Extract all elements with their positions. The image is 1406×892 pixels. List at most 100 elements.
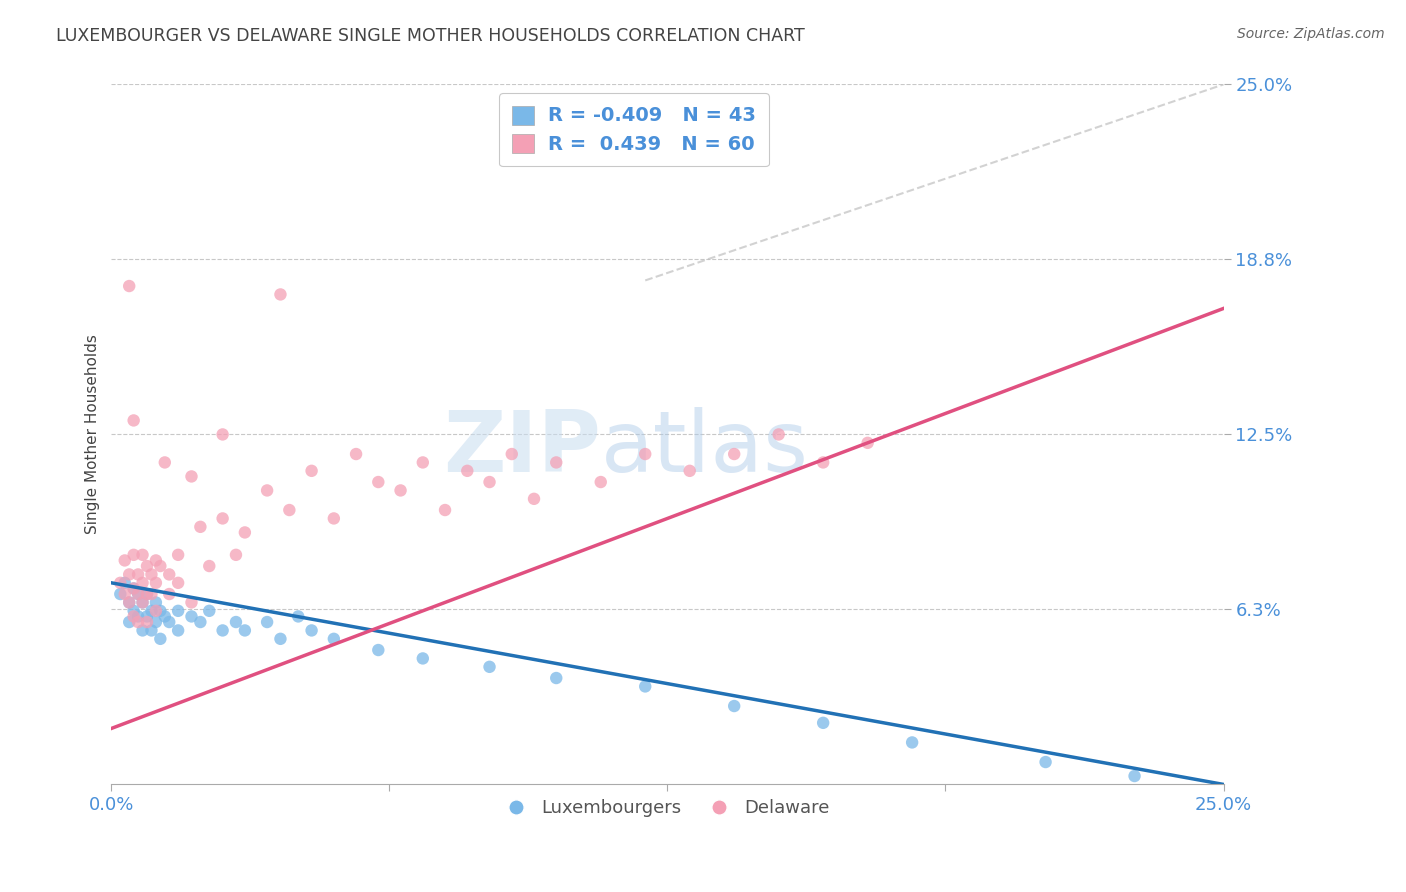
Point (434, 503, 457, 517)
Point (145, 575, 167, 590)
Point (256, 615, 278, 629)
Point (131, 548, 153, 562)
Point (145, 604, 167, 618)
Point (1035, 755, 1057, 769)
Point (301, 624, 323, 638)
Point (118, 615, 141, 629)
Point (131, 595, 153, 609)
Point (1123, 769, 1146, 783)
Legend: Luxembourgers, Delaware: Luxembourgers, Delaware (498, 792, 837, 824)
Point (322, 632, 344, 646)
Point (114, 587, 136, 601)
Point (122, 413, 145, 427)
Point (141, 567, 163, 582)
Point (180, 469, 202, 483)
Point (811, 715, 834, 730)
Point (157, 567, 180, 582)
Point (136, 587, 159, 601)
Point (456, 464, 478, 478)
Point (412, 455, 434, 469)
Point (149, 559, 172, 574)
Point (322, 511, 344, 525)
Point (141, 624, 163, 638)
Point (118, 595, 141, 609)
Text: Source: ZipAtlas.com: Source: ZipAtlas.com (1237, 27, 1385, 41)
Point (225, 548, 247, 562)
Point (145, 595, 167, 609)
Point (478, 475, 501, 489)
Point (211, 427, 233, 442)
Point (127, 587, 149, 601)
Point (256, 483, 278, 498)
Point (122, 548, 145, 562)
Point (811, 455, 834, 469)
Point (136, 615, 159, 629)
Point (589, 475, 612, 489)
Point (110, 575, 132, 590)
Y-axis label: Single Mother Households: Single Mother Households (86, 334, 100, 534)
Point (225, 615, 247, 629)
Point (118, 595, 141, 609)
Point (344, 447, 367, 461)
Point (679, 464, 702, 478)
Point (136, 609, 159, 624)
Point (723, 699, 745, 714)
Point (131, 595, 153, 609)
Point (901, 735, 924, 749)
Point (153, 455, 176, 469)
Point (167, 575, 190, 590)
Point (149, 632, 172, 646)
Point (478, 660, 501, 674)
Point (389, 483, 412, 498)
Point (167, 604, 190, 618)
Point (768, 427, 790, 442)
Point (190, 520, 212, 534)
Point (278, 503, 301, 517)
Point (190, 615, 212, 629)
Point (157, 587, 180, 601)
Point (122, 604, 145, 618)
Point (167, 624, 190, 638)
Point (367, 643, 389, 657)
Point (167, 548, 190, 562)
Text: LUXEMBOURGER VS DELAWARE SINGLE MOTHER HOUSEHOLDS CORRELATION CHART: LUXEMBOURGER VS DELAWARE SINGLE MOTHER H… (56, 27, 806, 45)
Point (198, 604, 221, 618)
Point (131, 624, 153, 638)
Point (367, 475, 389, 489)
Point (122, 609, 145, 624)
Point (127, 587, 149, 601)
Point (546, 671, 568, 685)
Point (634, 447, 657, 461)
Point (110, 587, 132, 601)
Point (136, 559, 159, 574)
Point (157, 615, 180, 629)
Point (114, 553, 136, 567)
Point (118, 279, 141, 293)
Text: atlas: atlas (600, 407, 808, 490)
Point (114, 575, 136, 590)
Point (122, 582, 145, 596)
Point (723, 447, 745, 461)
Point (856, 435, 879, 450)
Point (145, 553, 167, 567)
Point (301, 464, 323, 478)
Point (153, 609, 176, 624)
Point (149, 604, 172, 618)
Point (198, 559, 221, 574)
Point (269, 287, 291, 301)
Point (136, 587, 159, 601)
Point (180, 595, 202, 609)
Point (634, 680, 657, 694)
Point (122, 582, 145, 596)
Point (269, 632, 291, 646)
Point (233, 525, 256, 540)
Point (523, 491, 546, 506)
Point (233, 624, 256, 638)
Point (131, 575, 153, 590)
Point (141, 604, 163, 618)
Point (127, 567, 149, 582)
Point (145, 615, 167, 629)
Point (501, 447, 523, 461)
Point (127, 609, 149, 624)
Point (546, 455, 568, 469)
